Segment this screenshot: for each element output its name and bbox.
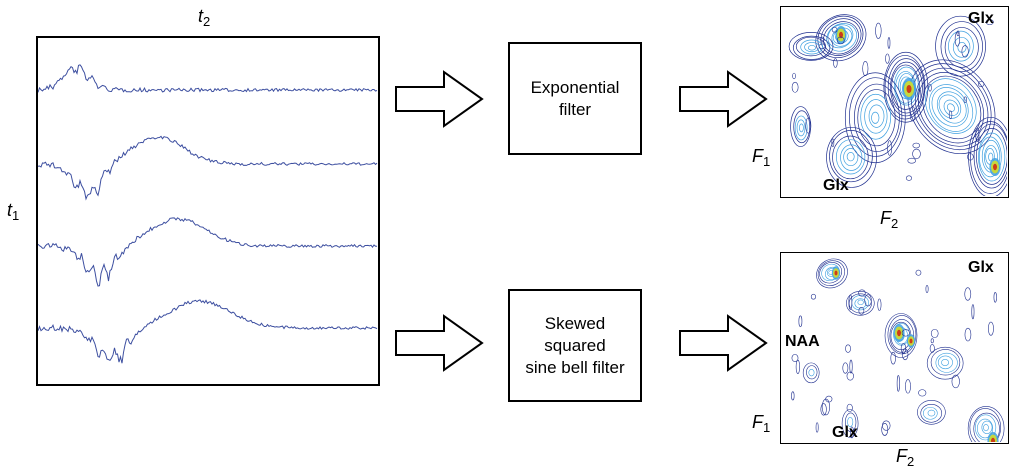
t1-axis-label: t1 <box>7 200 20 223</box>
f2-axis-label-2: F2 <box>896 446 915 469</box>
peak-label-naa: NAA <box>785 333 820 350</box>
f1-axis-label-1: F1 <box>752 146 771 169</box>
peak-label-glx-bottom-1: Glx <box>823 177 849 194</box>
contour-peak <box>991 437 995 442</box>
fid-traces <box>38 64 378 364</box>
arrow-sine-bell-filter-to-spectrum <box>678 314 770 372</box>
sine-bell-contour-plot <box>791 258 1005 442</box>
t2-axis-label: t2 <box>198 6 211 29</box>
exponential-filtered-spectrum <box>780 6 1009 198</box>
arrow-fid-to-exponential-filter <box>394 70 486 128</box>
f2-axis-label-1: F2 <box>880 208 899 231</box>
contour-lines <box>791 258 1005 442</box>
contour-peak <box>909 338 913 344</box>
arrow-fid-to-sine-bell-filter <box>394 314 486 372</box>
contour-lines <box>788 14 1007 196</box>
fid-trace <box>38 135 378 201</box>
contour-peak <box>897 329 901 337</box>
fid-panel <box>36 36 380 386</box>
fid-trace <box>38 64 378 93</box>
fid-trace <box>38 299 378 364</box>
contour-peak <box>906 85 912 93</box>
peak-label-glx-top-1: Glx <box>968 10 994 27</box>
peak-label-glx-bottom-2: Glx <box>832 424 858 441</box>
exponential-filter-box: Exponential filter <box>508 42 642 155</box>
skewed-sine-bell-filter-box: Skewed squared sine bell filter <box>508 289 642 402</box>
f1-axis-label-2: F1 <box>752 412 771 435</box>
peak-label-glx-top-2: Glx <box>968 259 994 276</box>
arrow-exponential-filter-to-spectrum <box>678 70 770 128</box>
contour-peak <box>834 270 838 276</box>
fid-trace <box>38 217 378 287</box>
sine-bell-filtered-spectrum <box>780 252 1009 444</box>
contour-peak <box>993 163 997 171</box>
contour-peak <box>839 31 843 39</box>
exponential-contour-plot <box>788 14 1007 196</box>
